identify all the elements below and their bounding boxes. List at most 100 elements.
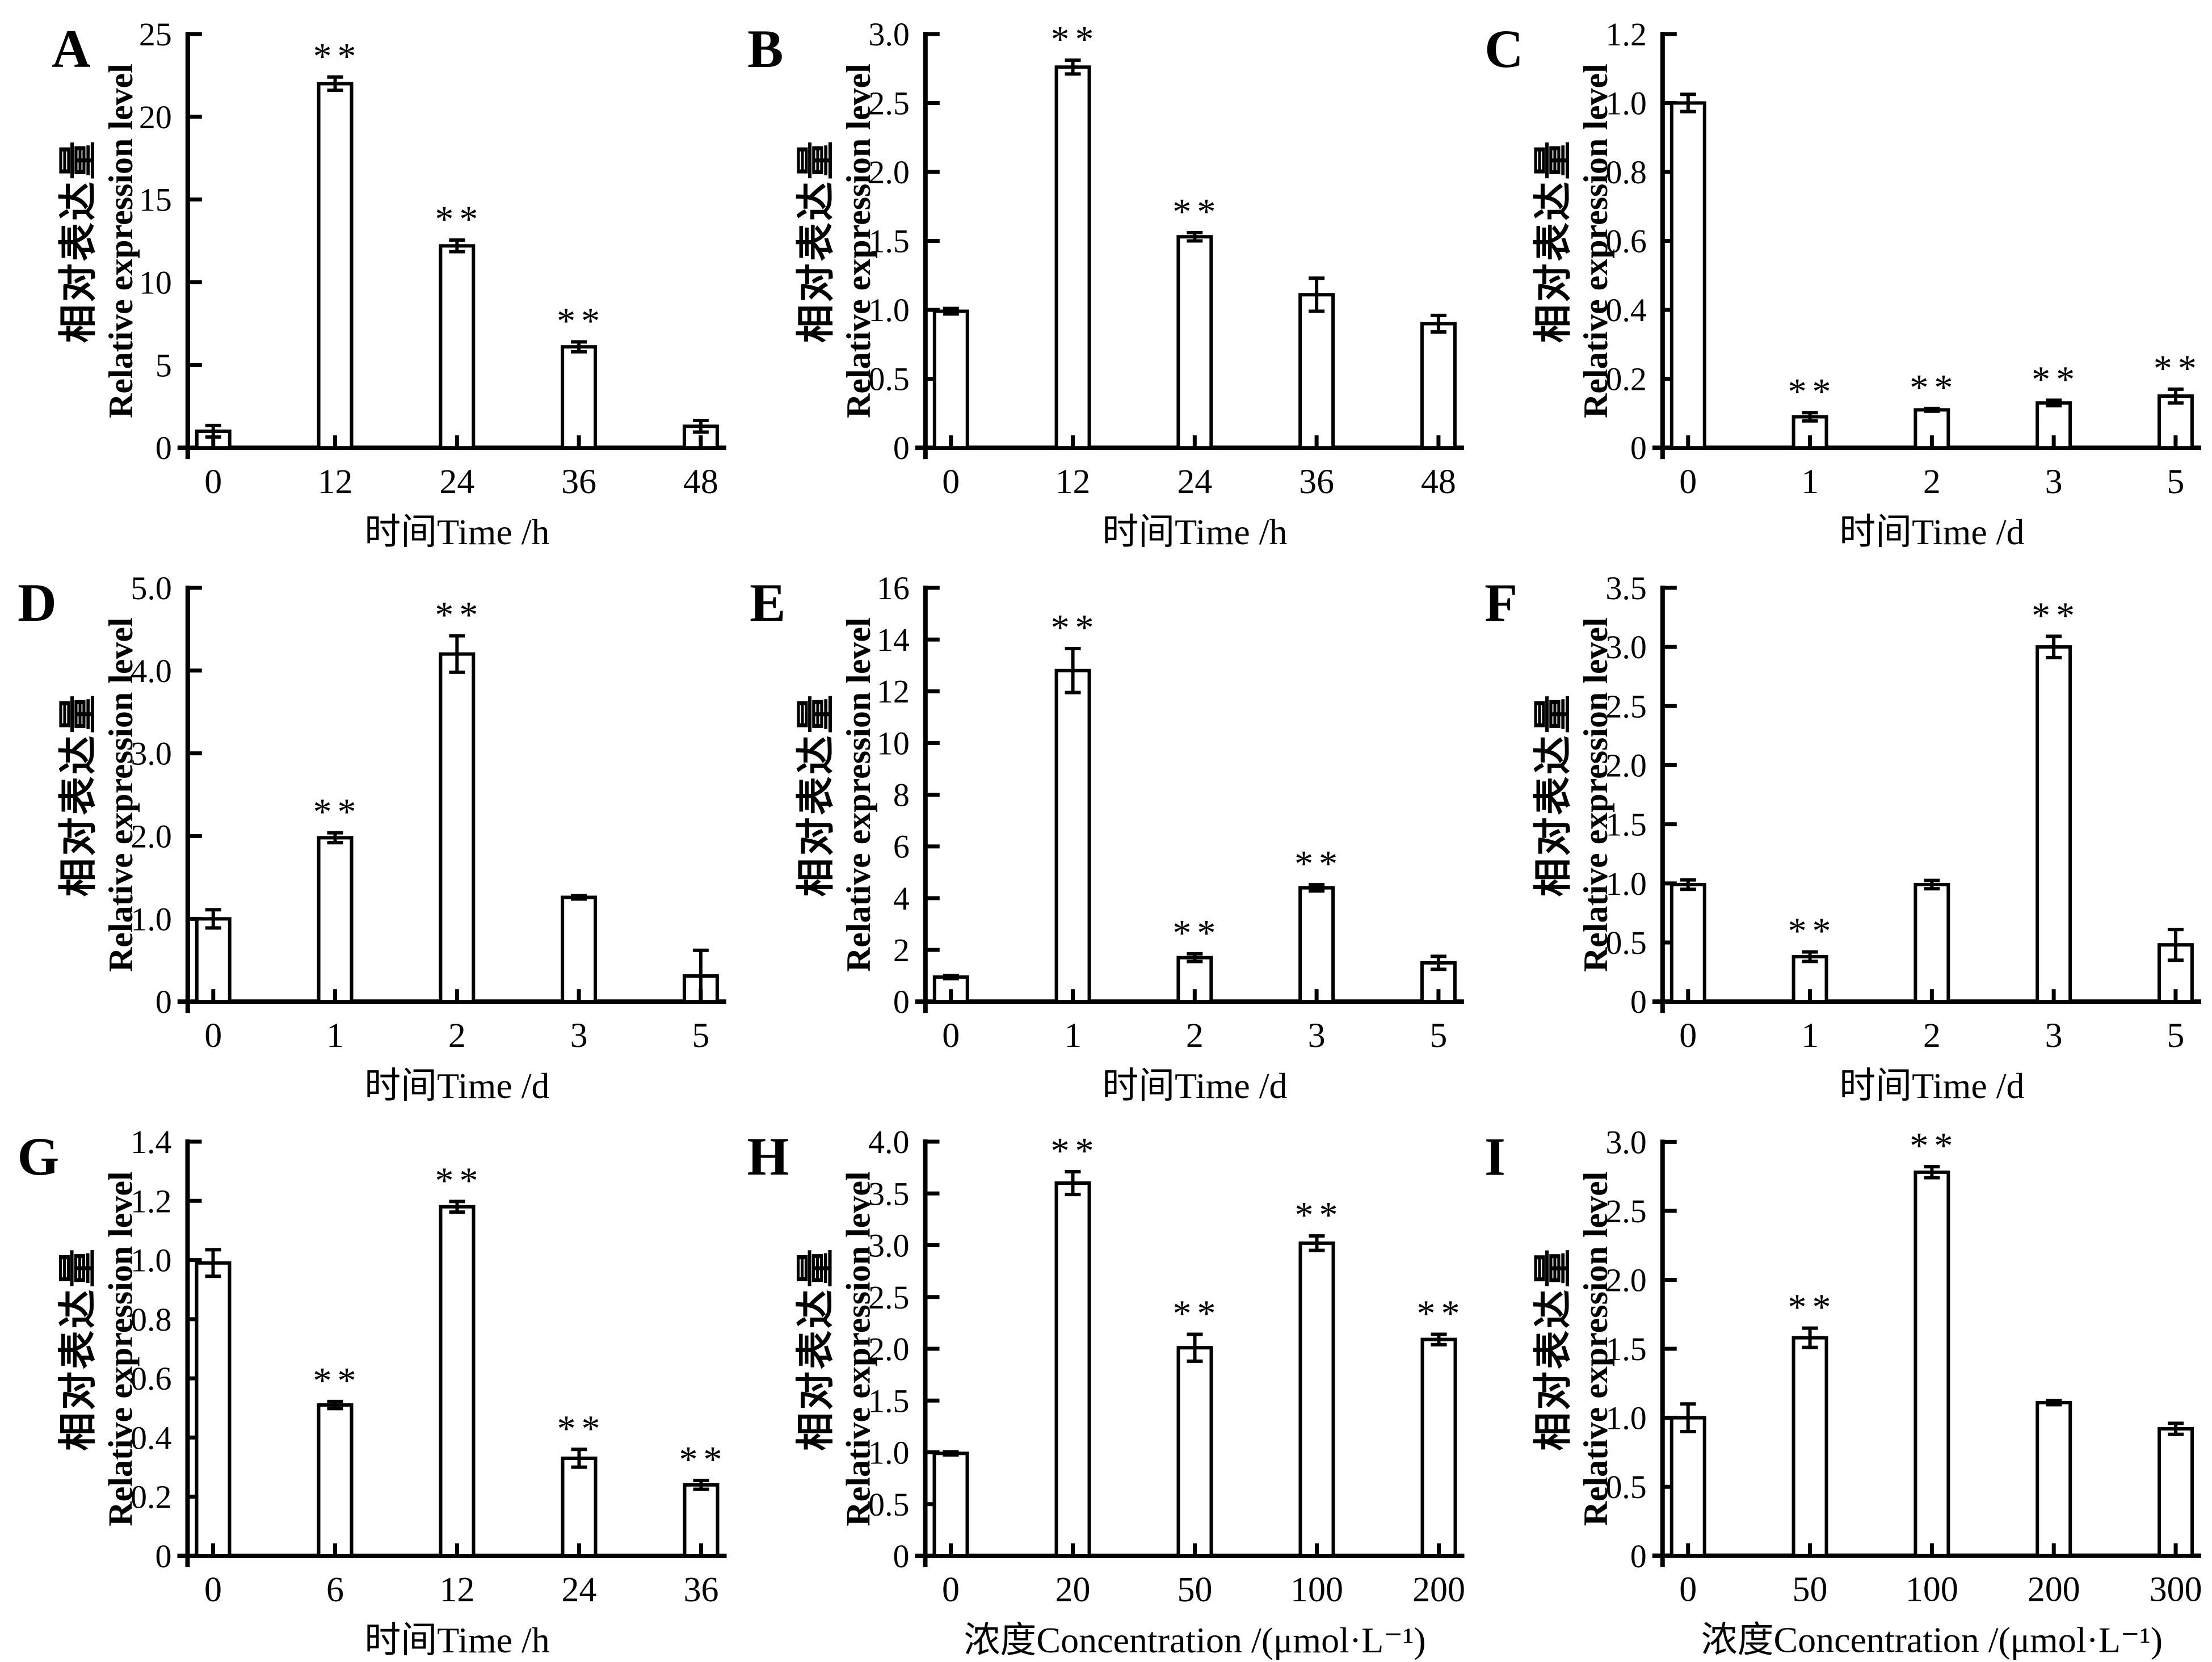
y-tick-label: 2.5 bbox=[868, 85, 909, 121]
bar-E-5 bbox=[1420, 961, 1457, 1004]
x-tick-label: 2 bbox=[1923, 1016, 1941, 1055]
x-axis-label: 浓度Concentration /(μmol·L⁻¹) bbox=[1701, 1620, 2163, 1660]
y-tick-label: 12 bbox=[877, 673, 910, 710]
panel-letter: C bbox=[1485, 19, 1524, 79]
x-axis-label: 时间Time /d bbox=[1839, 512, 2024, 552]
y-axis-label-cn: 相对表达量 bbox=[1532, 139, 1575, 343]
x-tick-label: 12 bbox=[318, 462, 353, 501]
y-tick-label: 2.5 bbox=[868, 1279, 910, 1316]
bar-B-36 bbox=[1298, 293, 1335, 450]
significance-marker: ** bbox=[1788, 1287, 1837, 1328]
significance-marker: ** bbox=[435, 1160, 484, 1201]
significance-marker: ** bbox=[1295, 1194, 1344, 1236]
bar-G-0 bbox=[195, 1261, 232, 1558]
x-tick-label: 3 bbox=[570, 1016, 588, 1055]
x-tick-label: 2 bbox=[1923, 462, 1941, 501]
significance-marker: ** bbox=[1417, 1293, 1466, 1334]
x-tick-label: 1 bbox=[1801, 1016, 1819, 1055]
y-tick-label: 0.6 bbox=[1605, 223, 1646, 260]
y-tick-label: 1.0 bbox=[868, 1434, 910, 1471]
bar-H-20 bbox=[1054, 1181, 1091, 1558]
significance-marker: ** bbox=[557, 301, 605, 342]
bar-H-100 bbox=[1298, 1241, 1335, 1558]
significance-marker: ** bbox=[1788, 371, 1837, 413]
x-tick-label: 100 bbox=[1906, 1571, 1958, 1609]
bar-I-200 bbox=[2036, 1400, 2072, 1558]
x-tick-label: 1 bbox=[1064, 1016, 1082, 1055]
y-axis-label-cn: 相对表达量 bbox=[1532, 1247, 1575, 1451]
panel-letter: G bbox=[18, 1126, 60, 1186]
panel-letter: I bbox=[1485, 1126, 1505, 1186]
y-tick-label: 16 bbox=[877, 570, 910, 607]
bar-D-2 bbox=[439, 652, 476, 1004]
x-axis-label: 时间Time /d bbox=[1839, 1066, 2024, 1106]
bar-F-0 bbox=[1669, 882, 1706, 1004]
bar-B-24 bbox=[1176, 235, 1213, 450]
y-tick-label: 0 bbox=[893, 430, 910, 466]
panel-I-chart: I 相对表达量 Relative expression level 0 0.5 1.0 1.… bbox=[1485, 1124, 2202, 1660]
x-axis-label: 时间Time /d bbox=[1102, 1066, 1287, 1106]
y-tick-label: 2.0 bbox=[1605, 747, 1646, 784]
y-tick-label: 0 bbox=[1630, 983, 1647, 1020]
x-tick-label: 0 bbox=[1679, 1016, 1697, 1055]
y-axis-label-en: Relative expression level bbox=[102, 617, 140, 972]
bar-C-0 bbox=[1669, 101, 1706, 450]
significance-marker: ** bbox=[557, 1408, 606, 1449]
y-tick-label: 0.5 bbox=[1605, 1469, 1646, 1505]
y-tick-label: 10 bbox=[877, 725, 910, 761]
panel-D-chart: D 相对表达量 Relative expression level 0 1.0 2.0 3.… bbox=[18, 570, 726, 1106]
y-tick-label: 5.0 bbox=[131, 570, 171, 607]
y-tick-label: 0.4 bbox=[131, 1419, 172, 1456]
bar-I-0 bbox=[1669, 1416, 1706, 1558]
x-tick-label: 200 bbox=[1412, 1571, 1465, 1609]
bar-H-200 bbox=[1420, 1337, 1457, 1558]
y-axis-label-en: Relative expression level bbox=[840, 64, 877, 418]
x-tick-label: 0 bbox=[942, 1016, 960, 1055]
x-tick-label: 0 bbox=[1679, 462, 1697, 501]
x-tick-label: 0 bbox=[1679, 1571, 1697, 1609]
x-tick-label: 5 bbox=[692, 1016, 709, 1055]
bar-I-300 bbox=[2158, 1427, 2194, 1558]
y-tick-label: 3.5 bbox=[1605, 570, 1646, 607]
x-tick-label: 3 bbox=[1308, 1016, 1326, 1055]
bar-A-12 bbox=[317, 82, 354, 450]
bar-G-24 bbox=[561, 1456, 598, 1558]
x-tick-label: 20 bbox=[1055, 1571, 1091, 1609]
x-axis-label: 时间Time /h bbox=[1102, 512, 1287, 552]
y-tick-label: 0 bbox=[1630, 1538, 1647, 1575]
x-tick-label: 24 bbox=[562, 1571, 597, 1609]
y-tick-label: 2.0 bbox=[868, 154, 909, 191]
bar-B-12 bbox=[1054, 65, 1091, 450]
panel-letter: D bbox=[18, 573, 57, 633]
significance-marker: ** bbox=[313, 792, 362, 833]
y-tick-label: 2.0 bbox=[131, 818, 171, 855]
significance-marker: ** bbox=[1051, 1130, 1100, 1172]
x-tick-label: 24 bbox=[1177, 462, 1212, 501]
significance-marker: ** bbox=[313, 1360, 362, 1402]
x-tick-label: 5 bbox=[2167, 462, 2184, 501]
y-tick-label: 1.0 bbox=[131, 901, 171, 937]
y-axis-label-cn: 相对表达量 bbox=[57, 693, 100, 897]
x-axis-label: 时间Time /h bbox=[364, 512, 549, 552]
panel-B-chart: B 相对表达量 Relative expression level 0 0.5 1.0 1.… bbox=[747, 16, 1464, 552]
x-axis-label: 浓度Concentration /(μmol·L⁻¹) bbox=[964, 1620, 1425, 1660]
y-tick-label: 6 bbox=[893, 828, 910, 865]
x-tick-label: 300 bbox=[2150, 1571, 2202, 1609]
x-tick-label: 0 bbox=[204, 1016, 222, 1055]
bar-B-0 bbox=[932, 309, 969, 450]
bar-B-48 bbox=[1420, 322, 1457, 450]
x-tick-label: 12 bbox=[440, 1571, 475, 1609]
bar-H-50 bbox=[1176, 1346, 1213, 1558]
y-tick-label: 4.0 bbox=[868, 1124, 910, 1160]
x-tick-label: 36 bbox=[684, 1571, 719, 1609]
x-tick-label: 2 bbox=[1186, 1016, 1204, 1055]
x-tick-label: 0 bbox=[204, 462, 222, 501]
x-tick-label: 1 bbox=[326, 1016, 344, 1055]
x-axis-label: 时间Time /d bbox=[364, 1066, 549, 1106]
y-axis-label-cn: 相对表达量 bbox=[794, 693, 838, 897]
y-tick-label: 0.5 bbox=[1605, 924, 1646, 961]
panel-c: C 相对表达量 Relative expression level 0 0.2 0.4 0.… bbox=[1475, 0, 2212, 554]
panel-g: G 相对表达量 Relative expression level 0 0.2 0.4 0.… bbox=[0, 1108, 738, 1662]
panel-e: E 相对表达量 Relative expression level 0 2 4 6 8 10 12… bbox=[738, 554, 1475, 1108]
